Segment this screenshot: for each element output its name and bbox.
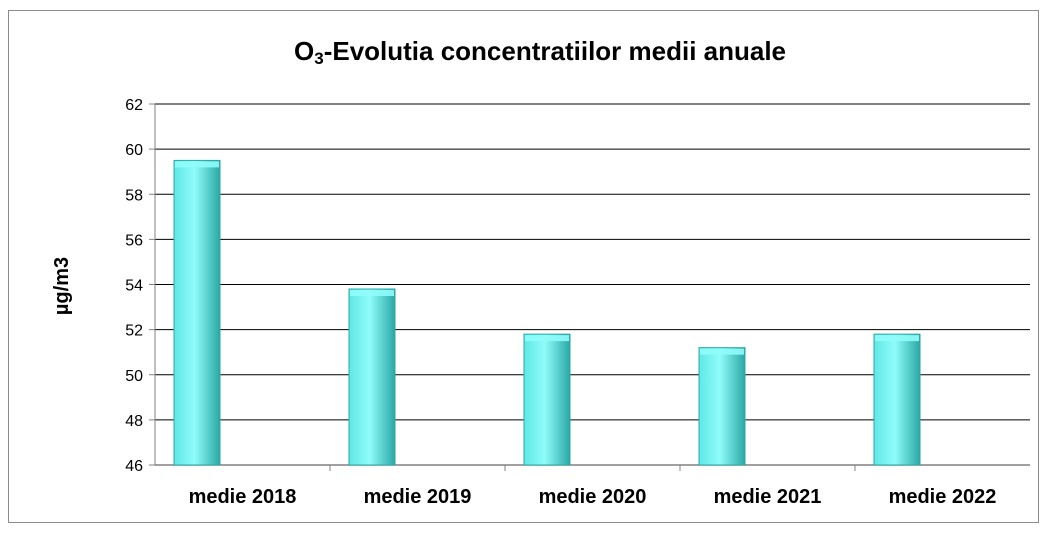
y-axis-title: µg/m3 (51, 257, 73, 315)
bar (173, 159, 221, 466)
y-tick-label: 52 (125, 323, 143, 340)
y-tick-label: 60 (125, 142, 143, 159)
y-tick-label: 62 (125, 97, 143, 114)
bar-top-highlight (700, 348, 744, 355)
y-tick-label: 48 (125, 413, 143, 430)
bar (873, 333, 921, 466)
chart-title: O3-Evolutia concentratiilor medii anuale (294, 36, 786, 68)
x-category-label: medie 2021 (714, 486, 822, 508)
y-tick-labels: 46 48 50 52 54 56 58 60 62 (125, 97, 143, 475)
x-category-label: medie 2020 (539, 486, 647, 508)
x-category-label: medie 2018 (189, 486, 297, 508)
y-tick-label: 58 (125, 187, 143, 204)
x-category-labels: medie 2018 medie 2019 medie 2020 medie 2021… (189, 486, 997, 508)
y-tick-label: 46 (125, 458, 143, 475)
bar-top-highlight (175, 161, 219, 168)
bar (348, 288, 396, 466)
x-category-label: medie 2019 (364, 486, 472, 508)
bar-top-highlight (525, 335, 569, 342)
bar (523, 333, 571, 466)
x-category-label: medie 2022 (889, 486, 997, 508)
bar-top-highlight (350, 290, 394, 297)
bars (173, 159, 921, 466)
bar (698, 347, 746, 466)
y-tick-label: 54 (125, 278, 143, 295)
y-tick-label: 50 (125, 368, 143, 385)
y-tick-label: 56 (125, 232, 143, 249)
bar-top-highlight (875, 335, 919, 342)
